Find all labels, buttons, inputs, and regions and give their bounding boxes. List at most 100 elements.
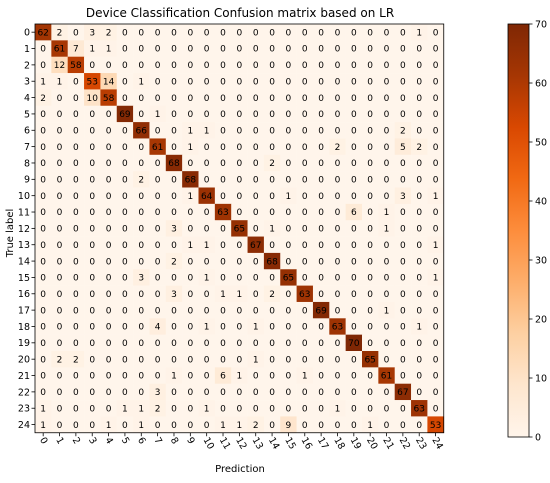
cell-value-label: 4 [155, 323, 161, 333]
heatmap-cell [67, 24, 85, 41]
heatmap-cell [149, 220, 167, 237]
cell-value-label: 0 [433, 110, 439, 120]
heatmap-cell [35, 236, 52, 254]
x-tick-label: 1 [53, 436, 66, 447]
cell-value-label: 0 [302, 257, 308, 267]
heatmap-cell [362, 89, 379, 107]
heatmap-cell [411, 24, 428, 41]
cell-value-label: 0 [237, 28, 243, 38]
heatmap-cell [345, 220, 363, 237]
cell-value-label: 0 [253, 404, 259, 414]
heatmap-cell [312, 138, 330, 156]
cell-value-label: 3 [171, 290, 177, 300]
cell-value-label: 0 [318, 257, 324, 267]
heatmap-cell [296, 40, 314, 57]
cell-value-label: 0 [220, 323, 226, 333]
cell-value-label: 0 [302, 126, 308, 136]
heatmap-cell [296, 318, 314, 335]
cell-value-label: 0 [89, 274, 95, 284]
heatmap-cell [133, 105, 150, 123]
y-tick-label: 16 [18, 289, 30, 300]
heatmap-cell [378, 301, 395, 319]
y-tick-label: 10 [18, 191, 30, 202]
heatmap-cell [165, 351, 183, 368]
heatmap-cell [133, 367, 150, 384]
cell-value-label: 1 [237, 290, 243, 300]
heatmap-cell [411, 138, 428, 156]
heatmap-cell [35, 318, 52, 335]
heatmap-cell [51, 334, 68, 352]
cell-value-label: 0 [335, 421, 341, 431]
cell-value-label: 0 [367, 110, 373, 120]
heatmap-cell [280, 203, 297, 221]
cell-value-label: 0 [302, 306, 308, 316]
heatmap-cell [263, 56, 281, 74]
cell-value-label: 0 [351, 225, 357, 235]
cell-value-label: 0 [367, 143, 373, 153]
cell-value-label: 0 [122, 176, 128, 186]
cell-value-label: 0 [171, 306, 177, 316]
cell-value-label: 0 [269, 388, 275, 398]
heatmap-cell [165, 138, 183, 156]
y-tick-label: 22 [18, 387, 30, 398]
cell-value-label: 0 [237, 323, 243, 333]
heatmap-cell [312, 171, 330, 188]
heatmap-cell [362, 40, 379, 57]
cell-value-label: 0 [351, 94, 357, 104]
cell-value-label: 0 [106, 126, 112, 136]
cell-value-label: 0 [335, 274, 341, 284]
heatmap-cell [247, 40, 265, 57]
cell-value-label: 0 [73, 126, 79, 136]
heatmap-cell [100, 416, 118, 434]
cell-value-label: 0 [40, 241, 46, 251]
cell-value-label: 0 [220, 404, 226, 414]
cell-value-label: 61 [381, 372, 392, 382]
heatmap-cell [231, 334, 248, 352]
cell-value-label: 2 [73, 355, 79, 365]
x-tick-label: 19 [348, 436, 364, 452]
cell-value-label: 0 [57, 176, 63, 186]
heatmap-cell [378, 400, 395, 417]
cell-value-label: 0 [400, 176, 406, 186]
heatmap-cell [378, 367, 395, 384]
heatmap-cell [345, 334, 363, 352]
heatmap-cell [263, 73, 281, 90]
cell-value-label: 0 [138, 241, 144, 251]
heatmap-cell [116, 105, 134, 123]
heatmap-cell [214, 367, 232, 384]
heatmap-cell [51, 56, 68, 74]
heatmap-cell [362, 351, 379, 368]
cell-value-label: 0 [40, 159, 46, 169]
heatmap-cell [214, 138, 232, 156]
heatmap-cell [182, 334, 199, 352]
cell-value-label: 53 [86, 77, 97, 87]
cell-value-label: 5 [400, 143, 406, 153]
heatmap-cell [411, 40, 428, 57]
heatmap-cell [247, 24, 265, 41]
cell-value-label: 0 [122, 372, 128, 382]
heatmap-cell [100, 138, 118, 156]
heatmap-cell [312, 318, 330, 335]
cell-value-label: 0 [384, 274, 390, 284]
cell-value-label: 0 [318, 45, 324, 55]
heatmap-cell [231, 318, 248, 335]
heatmap-cell [263, 236, 281, 254]
cell-value-label: 0 [171, 192, 177, 202]
heatmap-cell [247, 56, 265, 74]
heatmap-cell [198, 416, 216, 434]
heatmap-cell [116, 122, 134, 139]
heatmap-cell [263, 40, 281, 57]
cell-value-label: 0 [318, 143, 324, 153]
cell-value-label: 6 [220, 372, 226, 382]
heatmap-cell [296, 138, 314, 156]
cell-value-label: 0 [187, 355, 193, 365]
heatmap-cell [345, 56, 363, 74]
cell-value-label: 0 [89, 241, 95, 251]
heatmap-cell [280, 154, 297, 172]
cell-value-label: 0 [416, 159, 422, 169]
heatmap-cell [362, 318, 379, 335]
cell-value-label: 0 [171, 143, 177, 153]
cell-value-label: 0 [302, 61, 308, 71]
heatmap-cell [394, 367, 412, 384]
cell-value-label: 1 [187, 143, 193, 153]
